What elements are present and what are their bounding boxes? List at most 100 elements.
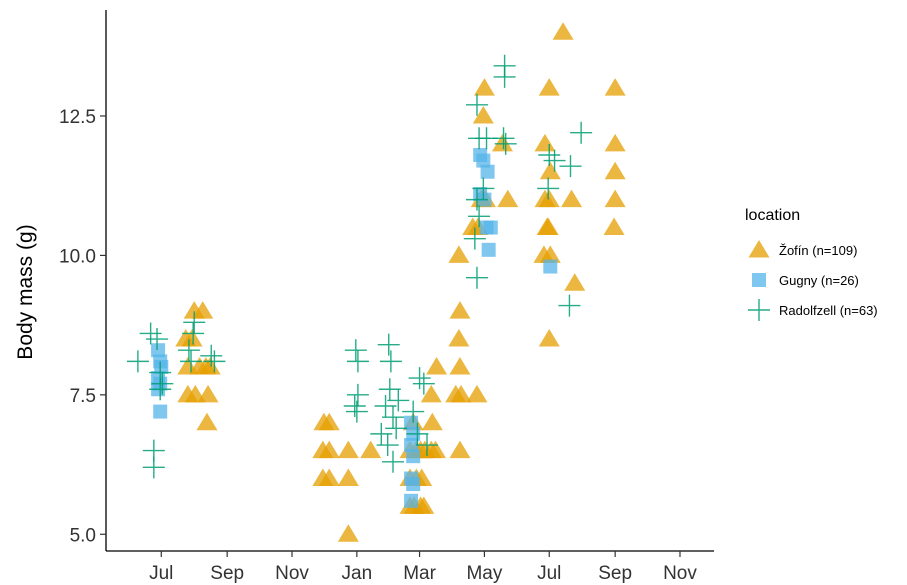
point-plus-2-12 (200, 344, 223, 367)
point-plus-2-37 (472, 177, 495, 200)
point-triangle-0-63 (539, 161, 561, 180)
legend: Žofín (n=109) Gugny (n=26) Radolfzell (n=6… (748, 240, 878, 321)
point-triangle-0-56 (538, 78, 560, 96)
point-triangle-0-1 (192, 301, 214, 319)
point-triangle-0-58 (538, 189, 560, 208)
point-triangle-0-52 (473, 78, 495, 96)
point-plus-2-47 (537, 177, 560, 200)
point-triangle-0-51 (472, 105, 494, 124)
point-triangle-0-66 (564, 273, 586, 291)
point-plus-2-20 (379, 350, 402, 373)
point-plus-2-14 (344, 339, 367, 362)
legend-label: Žofín (n=109) (779, 243, 857, 258)
point-plus-2-4 (151, 372, 174, 395)
point-plus-2-27 (381, 450, 404, 473)
point-square-1-16 (480, 164, 495, 179)
point-triangle-0-21 (360, 440, 382, 459)
point-plus-2-24 (385, 417, 408, 440)
point-triangle-0-15 (318, 440, 340, 459)
point-plus-2-23 (381, 406, 404, 429)
y-tick-label: 5.0 (70, 525, 96, 546)
point-plus-2-0 (139, 322, 162, 345)
y-tick-label: 10.0 (59, 246, 96, 267)
y-tick-label: 12.5 (59, 107, 96, 128)
x-tick-label: Sep (210, 563, 244, 584)
point-plus-2-32 (406, 422, 429, 445)
point-plus-2-11 (180, 350, 203, 373)
x-tick-label: Sep (598, 563, 632, 584)
chart-marks (126, 22, 626, 542)
point-plus-2-5 (149, 378, 172, 401)
point-triangle-0-54 (497, 189, 519, 208)
point-plus-2-22 (374, 394, 397, 417)
point-triangle-0-18 (318, 468, 340, 486)
point-plus-2-1 (146, 328, 169, 351)
point-triangle-0-72 (603, 217, 625, 236)
x-tick-label: Nov (663, 563, 697, 584)
point-triangle-0-36 (426, 356, 448, 375)
point-plus-2-48 (543, 149, 566, 172)
point-triangle-0-40 (450, 384, 472, 403)
point-triangle-0-69 (604, 133, 626, 152)
point-triangle-0-46 (448, 329, 470, 347)
point-triangle-0-42 (421, 412, 443, 431)
point-plus-2-38 (465, 188, 488, 211)
point-triangle-0-43 (449, 440, 471, 459)
point-triangle-0-53 (491, 133, 513, 152)
point-plus-2-25 (370, 422, 393, 445)
point-triangle-0-71 (604, 189, 626, 208)
y-tick-label: 7.5 (70, 386, 96, 407)
point-triangle-0-16 (337, 440, 359, 459)
x-axis-ticks: Jul Sep Nov Jan Mar May Jul Sep Nov (149, 551, 697, 584)
point-square-1-2 (154, 359, 169, 374)
point-triangle-0-13 (318, 412, 340, 431)
point-triangle-0-11 (196, 412, 218, 431)
point-triangle-0-19 (337, 468, 359, 486)
point-plus-2-45 (494, 132, 517, 155)
legend-label: Gugny (n=26) (779, 273, 859, 288)
point-triangle-0-38 (420, 384, 442, 403)
point-plus-2-43 (493, 65, 516, 88)
point-plus-2-50 (570, 121, 593, 144)
point-plus-2-15 (346, 350, 369, 373)
point-plus-2-40 (463, 227, 486, 250)
point-triangle-0-28 (425, 440, 447, 459)
point-triangle-0-45 (449, 301, 471, 319)
point-plus-2-28 (387, 389, 410, 412)
point-triangle-0-65 (561, 189, 583, 208)
point-square-1-12 (406, 477, 421, 492)
point-triangle-0-3 (181, 329, 203, 347)
point-triangle-0-62 (539, 245, 561, 263)
point-plus-2-16 (346, 383, 369, 406)
point-square-1-9 (404, 438, 419, 453)
point-plus-2-18 (345, 400, 368, 423)
point-plus-2-8 (183, 311, 206, 334)
point-plus-2-21 (378, 378, 401, 401)
x-tick-label: Nov (275, 563, 309, 584)
point-plus-2-33 (416, 434, 439, 457)
x-tick-label: Jan (342, 563, 373, 584)
point-triangle-0-37 (449, 356, 471, 375)
point-plus-2-30 (412, 372, 435, 395)
point-triangle-0-20 (337, 524, 359, 542)
point-square-1-22 (543, 259, 558, 274)
point-plus-2-17 (343, 394, 366, 417)
point-triangle-0-44 (448, 245, 470, 263)
point-square-1-13 (404, 493, 419, 508)
legend-label: Radolfzell (n=63) (779, 303, 878, 318)
point-triangle-0-67 (538, 329, 560, 347)
point-plus-2-46 (538, 144, 561, 167)
point-plus-2-44 (492, 127, 515, 150)
point-plus-2-13 (203, 350, 226, 373)
point-square-1-6 (153, 404, 168, 419)
point-plus-2-31 (402, 400, 425, 423)
x-tick-label: Mar (403, 563, 436, 584)
point-square-1-7 (404, 415, 419, 430)
point-triangle-0-64 (552, 22, 574, 40)
point-square-1-15 (476, 153, 491, 168)
point-plus-2-9 (182, 322, 205, 345)
point-plus-2-10 (177, 339, 200, 362)
point-triangle-0-7 (199, 356, 221, 375)
legend-title: location (745, 207, 800, 224)
point-plus-2-41 (465, 266, 488, 289)
